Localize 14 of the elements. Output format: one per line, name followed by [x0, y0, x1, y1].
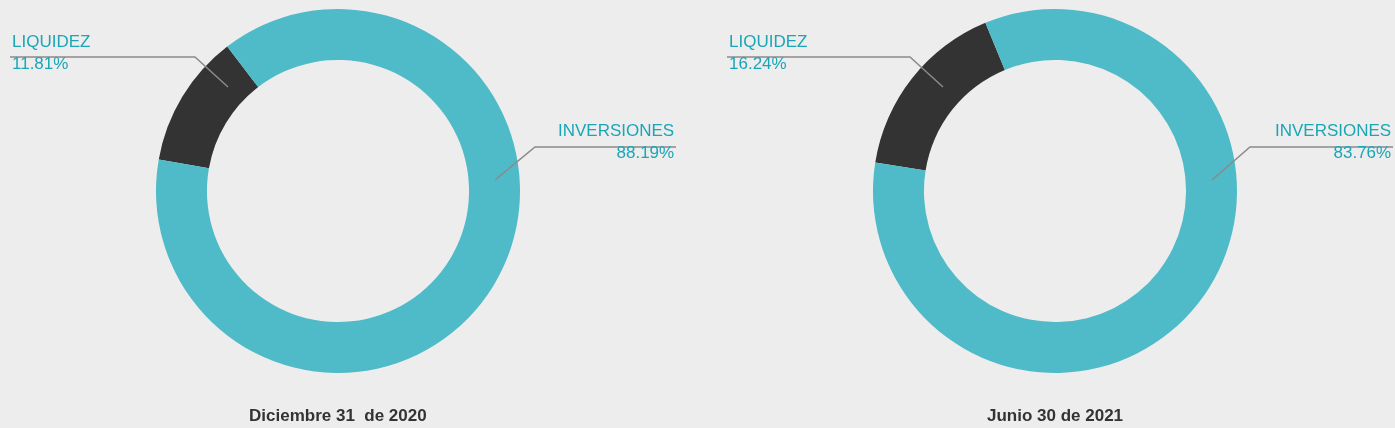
donut-slice: [156, 9, 520, 373]
slice-label: LIQUIDEZ: [729, 32, 808, 51]
data-label: 88.19%: [616, 143, 675, 163]
donut-slice: [158, 46, 259, 169]
data-label: 83.76%: [1333, 143, 1392, 163]
data-label: 16.24%: [729, 54, 787, 74]
donut-slice: [873, 9, 1237, 373]
donut-slice: [875, 22, 1005, 171]
data-label: 11.81%: [12, 54, 69, 74]
slice-label: INVERSIONES: [558, 121, 675, 140]
slice-label: LIQUIDEZ: [12, 32, 91, 51]
slice-label: INVERSIONES: [1275, 121, 1392, 140]
text: Diciembre 31 de 2020: [249, 406, 427, 425]
text: Junio 30 de 2021: [987, 406, 1124, 425]
